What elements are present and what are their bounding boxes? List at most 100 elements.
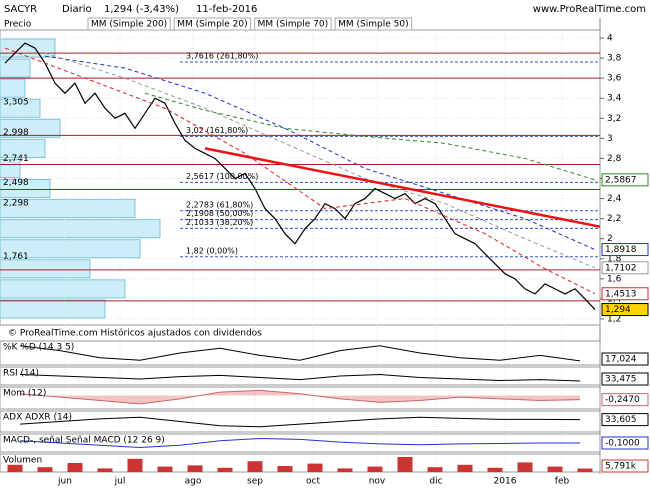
last-box <box>601 243 649 257</box>
y-tick-label: 2,4 <box>607 194 622 204</box>
value-box <box>601 393 649 407</box>
y-tick-label: 3,4 <box>607 94 622 104</box>
value-box <box>601 413 649 427</box>
last-box <box>601 303 649 317</box>
price-line <box>4 47 596 295</box>
panel-border <box>0 340 601 366</box>
value-box <box>601 459 649 473</box>
profile-label: 1,761 <box>3 252 29 262</box>
last-label: 1,7102 <box>605 263 637 273</box>
profile-bar <box>0 78 26 98</box>
fib-label: 2,1908 (50,00%) <box>186 209 253 218</box>
brand: www.ProRealTime.com <box>533 4 646 15</box>
y-tick-label: 1,6 <box>607 274 622 284</box>
last-label: 2,5867 <box>605 175 637 185</box>
date: 11-feb-2016 <box>196 4 257 15</box>
x-tick-label: feb <box>555 477 570 487</box>
legend-entry: MM (Simple 50) <box>338 20 408 30</box>
indicator-line <box>19 389 581 405</box>
x-tick-label: jun <box>57 477 72 487</box>
price-line <box>144 92 596 181</box>
y-tick-label: 2 <box>607 234 613 244</box>
profile-bar <box>0 98 41 118</box>
volume-bar <box>577 468 593 472</box>
panel-border <box>0 453 601 473</box>
panel-border <box>0 410 601 433</box>
price-label: Precio <box>4 20 32 30</box>
panel-value: -0,2470 <box>605 395 640 405</box>
x-tick-label: oct <box>306 477 320 487</box>
last-label: 1,8918 <box>605 245 637 255</box>
volume-bar <box>277 466 293 472</box>
volume-bar <box>157 466 173 472</box>
volume-bar <box>7 464 23 472</box>
volume-bar <box>247 461 263 472</box>
volume-bar <box>217 467 233 472</box>
x-tick-label: dic <box>429 477 442 487</box>
legend-box <box>173 17 252 31</box>
volume-bar <box>457 464 473 472</box>
y-tick-label: 3,8 <box>607 54 622 64</box>
panel-border <box>0 433 601 453</box>
indicator-line <box>19 416 581 428</box>
profile-bar <box>0 118 61 138</box>
x-tick-label: 2016 <box>494 477 517 487</box>
profile-bar <box>0 58 31 78</box>
panel-value: 33,605 <box>605 415 637 425</box>
last-price: 1,294 (-3,43%) <box>104 4 179 15</box>
profile-bar <box>0 279 126 299</box>
volume-bar <box>37 467 53 472</box>
profile-bar <box>0 219 161 239</box>
volume-bar <box>307 463 323 472</box>
x-tick-label: nov <box>369 477 386 487</box>
legend-box <box>87 17 171 31</box>
profile-bar <box>0 259 91 279</box>
footer: © ProRealTime.com Históricos ajustados c… <box>8 328 262 339</box>
profile-label: 3,305 <box>3 97 29 107</box>
x-tick-label: ago <box>185 477 202 487</box>
profile-bar <box>0 38 56 58</box>
panel-title: ADX ADXR (14) <box>3 413 72 423</box>
panel-title: RSI (14) <box>3 369 39 379</box>
price-line <box>44 55 596 251</box>
fib-label: 2,1033 (38,20%) <box>186 218 253 227</box>
period: Diario <box>62 4 92 15</box>
panel-title: %K %D (14 3 5) <box>3 343 74 353</box>
volume-bar <box>487 467 503 472</box>
y-tick-label: 2,2 <box>607 214 621 224</box>
profile-bar <box>0 179 51 199</box>
last-label: 1,294 <box>605 305 631 315</box>
volume-bar <box>97 468 113 472</box>
profile-bar <box>0 299 106 319</box>
profile-label: 2,298 <box>3 198 29 208</box>
indicator-line <box>19 437 580 449</box>
y-tick-label: 4 <box>607 34 613 44</box>
panel-title: Mom (12) <box>3 389 46 399</box>
profile-bar <box>0 138 46 158</box>
indicator-line <box>19 373 581 382</box>
value-box <box>601 372 649 386</box>
volume-bar <box>127 458 143 472</box>
fib-label: 3,02 (161,80%) <box>186 126 248 135</box>
indicator-line <box>19 345 581 362</box>
volume-bar <box>427 467 443 472</box>
profile-bar <box>0 158 21 179</box>
panel-value: 17,024 <box>605 355 637 365</box>
price-line <box>44 52 596 269</box>
profile-bar <box>0 239 141 259</box>
fib-label: 1,82 (0,00%) <box>186 246 238 255</box>
legend-entry: MM (Simple 70) <box>258 20 328 30</box>
fib-label: 3,7616 (261,80%) <box>186 51 258 60</box>
profile-label: 2,998 <box>3 128 29 138</box>
panel-title: Volumen <box>3 456 42 466</box>
value-box <box>601 436 649 450</box>
profile-bar <box>0 199 136 219</box>
volume-bar <box>187 465 203 472</box>
y-tick-label: 2,8 <box>607 154 622 164</box>
ticker: SACYR <box>4 4 37 15</box>
price-line <box>4 42 596 310</box>
last-label: 1,4513 <box>605 289 637 299</box>
panel-value: -0,1000 <box>605 439 640 449</box>
y-tick-label: 1,2 <box>607 314 621 324</box>
